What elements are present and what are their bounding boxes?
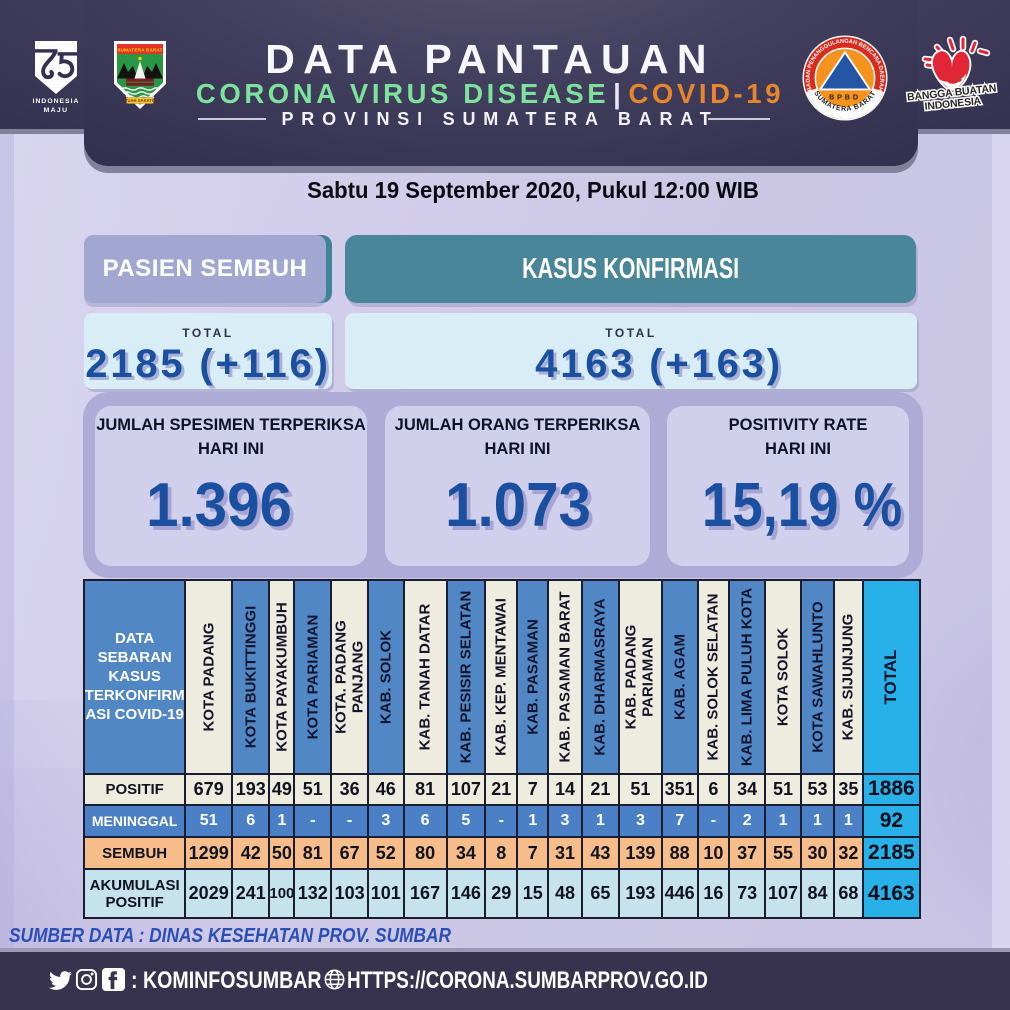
svg-text:INDONESIA: INDONESIA xyxy=(33,98,79,105)
svg-text:SUMATERA BARAT: SUMATERA BARAT xyxy=(117,47,162,52)
svg-text:MAJU: MAJU xyxy=(44,107,69,114)
svg-text:BPBD: BPBD xyxy=(829,94,861,102)
svg-text:TUAH SAKATO: TUAH SAKATO xyxy=(125,98,156,103)
